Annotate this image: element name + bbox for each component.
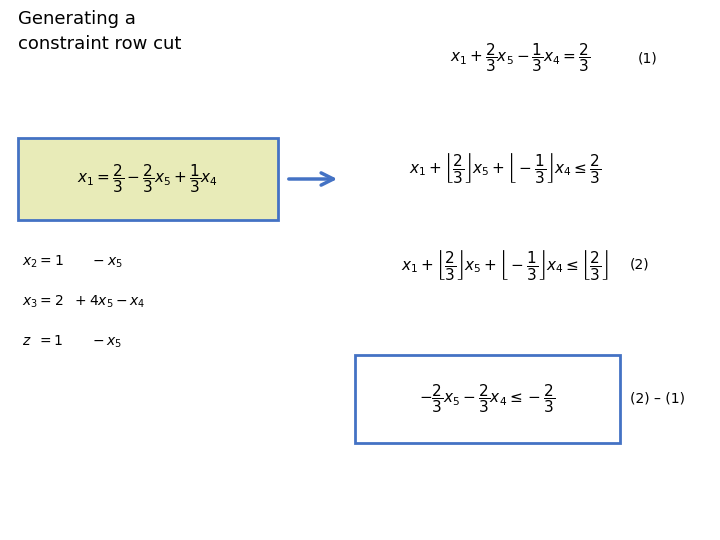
Text: $x_1 + \left\lfloor\dfrac{2}{3}\right\rfloor x_5 + \left\lfloor-\dfrac{1}{3}\rig: $x_1 + \left\lfloor\dfrac{2}{3}\right\rf… xyxy=(401,248,609,282)
Text: $x_3 = 2 \ \ +4x_5 - x_4$: $x_3 = 2 \ \ +4x_5 - x_4$ xyxy=(22,294,145,310)
Text: $-\dfrac{2}{3}x_5 - \dfrac{2}{3}x_4 \leq -\dfrac{2}{3}$: $-\dfrac{2}{3}x_5 - \dfrac{2}{3}x_4 \leq… xyxy=(419,383,556,415)
Text: Generating a
constraint row cut: Generating a constraint row cut xyxy=(18,10,181,53)
FancyBboxPatch shape xyxy=(18,138,278,220)
Text: $x_2 = 1 \qquad -x_5$: $x_2 = 1 \qquad -x_5$ xyxy=(22,254,122,270)
FancyBboxPatch shape xyxy=(355,355,620,443)
Text: $x_1 + \dfrac{2}{3}x_5 - \dfrac{1}{3}x_4 = \dfrac{2}{3}$: $x_1 + \dfrac{2}{3}x_5 - \dfrac{1}{3}x_4… xyxy=(450,42,590,75)
Text: $x_1 = \dfrac{2}{3} - \dfrac{2}{3}x_5 + \dfrac{1}{3}x_4$: $x_1 = \dfrac{2}{3} - \dfrac{2}{3}x_5 + … xyxy=(78,163,219,195)
Text: $x_1 + \left\lfloor\dfrac{2}{3}\right\rfloor x_5 + \left\lfloor-\dfrac{1}{3}\rig: $x_1 + \left\lfloor\dfrac{2}{3}\right\rf… xyxy=(409,151,601,185)
Text: (1): (1) xyxy=(638,51,658,65)
Text: (2) – (1): (2) – (1) xyxy=(630,392,685,406)
Text: (2): (2) xyxy=(630,258,649,272)
Text: $z \;\; = 1 \qquad -x_5$: $z \;\; = 1 \qquad -x_5$ xyxy=(22,334,122,350)
